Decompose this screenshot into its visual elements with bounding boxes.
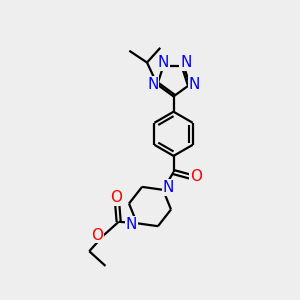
Text: O: O xyxy=(190,169,202,184)
Text: N: N xyxy=(147,76,159,92)
Text: N: N xyxy=(163,180,174,195)
Text: N: N xyxy=(188,76,200,92)
Text: O: O xyxy=(110,190,122,205)
Text: O: O xyxy=(92,227,104,242)
Text: N: N xyxy=(126,217,137,232)
Text: N: N xyxy=(158,55,169,70)
Text: N: N xyxy=(180,55,192,70)
